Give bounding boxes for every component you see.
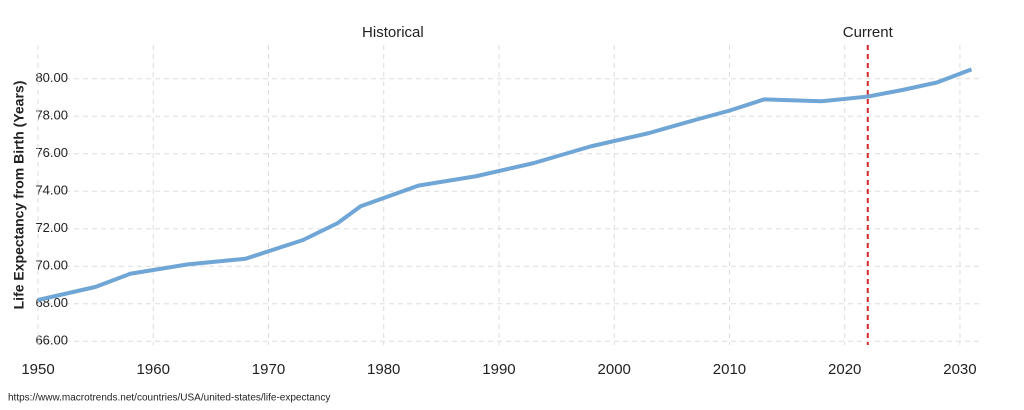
x-tick-label: 1960 (137, 361, 170, 378)
x-tick-label: 1990 (482, 361, 515, 378)
x-tick-label: 2030 (943, 361, 976, 378)
x-tick-label: 1980 (367, 361, 400, 378)
y-tick-label: 80.00 (35, 70, 68, 85)
y-tick-label: 76.00 (35, 145, 68, 160)
x-tick-label: 2000 (598, 361, 631, 378)
y-axis-label: Life Expectancy from Birth (Years) (11, 81, 27, 310)
y-tick-label: 78.00 (35, 108, 68, 123)
x-tick-label: 2020 (828, 361, 861, 378)
y-tick-label: 66.00 (35, 333, 68, 348)
line (37, 67, 973, 302)
x-tick-label: 1970 (252, 361, 285, 378)
y-tick-label: 72.00 (35, 220, 68, 235)
x-tick-label: 2010 (713, 361, 746, 378)
annotation: Historical (362, 24, 424, 41)
source: https://www.macrotrends.net/countries/US… (8, 393, 330, 404)
y-tick-label: 70.00 (35, 258, 68, 273)
y-tick-label: 74.00 (35, 183, 68, 198)
x-tick-label: 1950 (21, 361, 54, 378)
annotation: Current (843, 24, 894, 41)
